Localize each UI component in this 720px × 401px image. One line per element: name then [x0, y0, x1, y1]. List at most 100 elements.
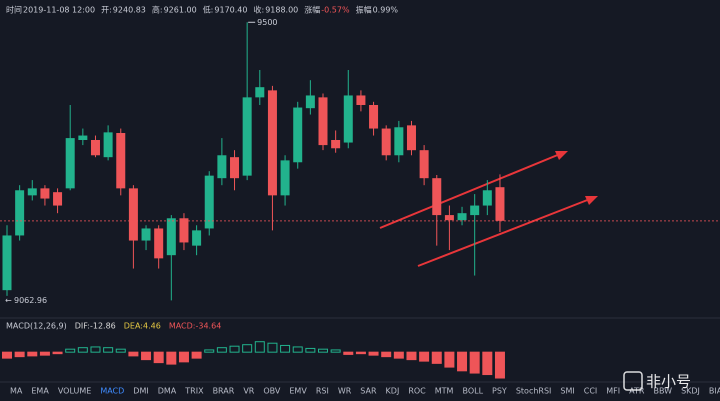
indicator-tab[interactable]: BOLL — [462, 387, 483, 396]
header-value: 9170.40 — [214, 6, 247, 15]
candle-body — [128, 188, 138, 241]
candle-body — [343, 95, 353, 143]
header-label: 收: — [253, 5, 264, 15]
indicator-tab[interactable]: BBW — [653, 387, 672, 396]
candle-body — [192, 230, 202, 246]
candle-body — [116, 133, 126, 189]
macd-bar — [431, 351, 442, 364]
macd-bar — [153, 351, 164, 364]
macd-bar — [14, 351, 25, 358]
indicator-tab[interactable]: MFI — [606, 387, 620, 396]
watermark-text: 非小号 — [646, 373, 691, 391]
candle-body — [78, 135, 88, 140]
indicator-tab[interactable]: VOLUME — [58, 387, 92, 396]
macd-bar — [39, 351, 50, 356]
candle-body — [394, 127, 404, 156]
indicator-tab[interactable]: MTM — [435, 387, 454, 396]
macd-bar — [242, 344, 253, 353]
macd-bar — [355, 351, 366, 355]
macd-bar — [216, 347, 227, 353]
macd-macd: MACD:-34.64 — [169, 322, 221, 331]
candle-body — [482, 190, 492, 206]
candle-body — [280, 160, 290, 196]
low-label: 9062.96 — [14, 296, 47, 305]
indicator-tab[interactable]: TRIX — [184, 387, 204, 396]
candle-body — [65, 138, 75, 189]
macd-bar — [406, 351, 417, 361]
indicator-tab[interactable]: VR — [243, 387, 254, 396]
candle-body — [318, 97, 328, 146]
candle-body — [356, 95, 366, 105]
macd-bar — [128, 351, 139, 357]
indicator-tab[interactable]: BRAR — [213, 387, 235, 396]
indicator-tab[interactable]: MACD — [100, 387, 124, 396]
indicator-tab[interactable]: EMV — [289, 387, 307, 396]
candle-body — [457, 213, 467, 221]
macd-bar — [254, 341, 265, 353]
indicator-tab[interactable]: WR — [338, 387, 352, 396]
candle-body — [267, 90, 277, 196]
candle-body — [53, 192, 63, 206]
macd-bar — [330, 349, 341, 353]
candle-body — [444, 215, 454, 221]
watermark: 非小号 — [623, 371, 691, 391]
candle-body — [381, 128, 391, 156]
indicator-tab[interactable]: StochRSI — [516, 387, 552, 396]
indicator-tab[interactable]: PSY — [492, 387, 507, 396]
header-label: 涨幅 — [304, 5, 320, 15]
candle-body — [255, 87, 265, 98]
macd-title: MACD(12,26,9) — [6, 322, 67, 331]
candle-body — [166, 218, 176, 256]
header-value: 9188.00 — [265, 6, 298, 15]
indicator-tab[interactable]: SMI — [560, 387, 574, 396]
indicator-tab[interactable]: CCI — [584, 387, 598, 396]
candle-body — [90, 140, 100, 156]
watermark-icon — [623, 371, 643, 391]
macd-bar — [65, 348, 76, 353]
macd-bar — [2, 351, 12, 359]
header-value: 2019-11-08 12:00 — [23, 6, 95, 15]
indicator-tab[interactable]: SAR — [360, 387, 377, 396]
macd-bar — [90, 346, 101, 353]
macd-bar — [482, 351, 493, 376]
indicator-tab[interactable]: EMA — [31, 387, 49, 396]
arrow-lower — [417, 198, 591, 267]
indicator-tab[interactable]: DMI — [133, 387, 148, 396]
indicator-tab[interactable]: KDJ — [386, 387, 400, 396]
indicator-tab[interactable]: OBV — [263, 387, 281, 396]
header-value: 9261.00 — [164, 6, 197, 15]
candle-body — [406, 125, 416, 151]
candle-body — [217, 155, 227, 179]
macd-bar — [191, 351, 202, 359]
header-label: 开: — [101, 6, 112, 15]
macd-bar — [469, 351, 480, 374]
indicator-tab[interactable]: MA — [10, 387, 23, 396]
macd-bar — [494, 351, 505, 379]
macd-bar — [103, 347, 114, 353]
macd-bar — [381, 351, 392, 358]
macd-bar — [27, 351, 38, 357]
header-label: 低: — [203, 5, 214, 15]
macd-dif: DIF:-12.86 — [75, 322, 116, 331]
macd-bar — [178, 351, 189, 363]
indicator-tab[interactable]: DMA — [158, 387, 177, 396]
candle-body — [103, 132, 113, 158]
macd-bar — [292, 346, 303, 353]
candle-body — [470, 205, 480, 216]
indicator-tab[interactable]: ATR — [629, 387, 645, 396]
candle-body — [230, 157, 240, 179]
high-label: 9500 — [257, 18, 277, 27]
indicator-tab[interactable]: RSI — [316, 387, 329, 396]
candle-body — [40, 188, 50, 199]
macd-bar — [318, 348, 328, 353]
macd-bar — [229, 345, 240, 353]
indicator-tab[interactable]: BIAS — [709, 387, 720, 396]
indicator-tab[interactable]: SKDJ — [681, 387, 700, 396]
candle-body — [331, 140, 341, 149]
indicator-tab[interactable]: ROC — [408, 387, 426, 396]
macd-bar — [204, 349, 215, 353]
header-label: 时间 — [6, 5, 22, 15]
candle-body — [179, 218, 189, 243]
macd-bar — [368, 351, 379, 356]
